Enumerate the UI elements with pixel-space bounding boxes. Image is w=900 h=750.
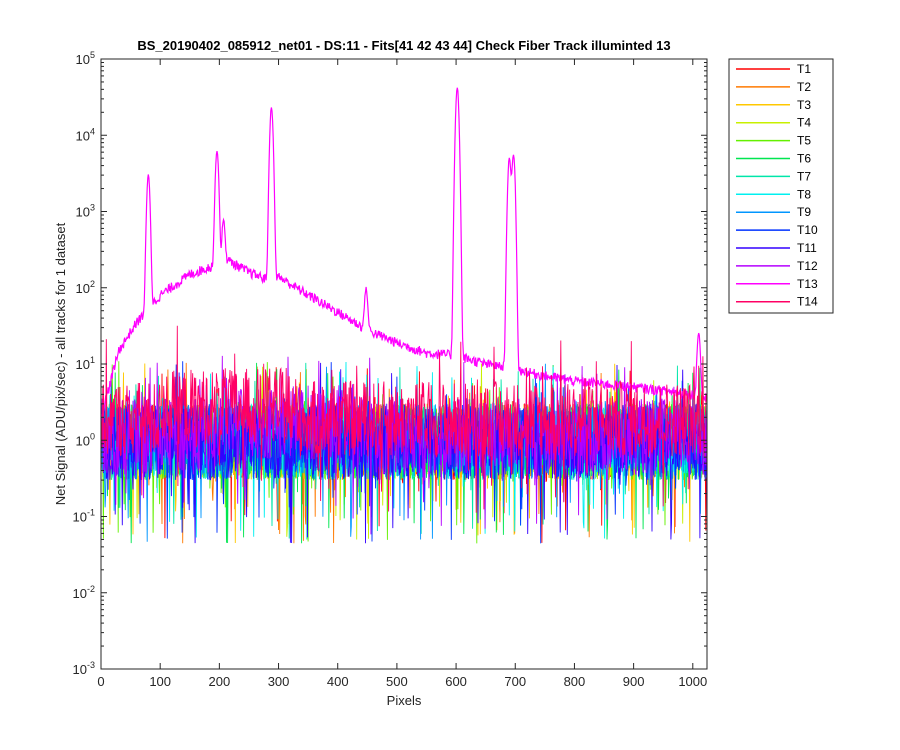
legend: T1 T2 T3 T4 T5 T6 T7 T8 T9 T10 T11 T12 T13 T14 — [728, 58, 834, 314]
legend-label-t13: T13 — [797, 277, 818, 291]
series-layer — [101, 87, 707, 544]
y-tick-label-1: 10-2 — [73, 584, 95, 601]
legend-label-t9: T9 — [797, 205, 811, 219]
legend-label-t4: T4 — [797, 116, 811, 130]
x-axis-label: Pixels — [387, 693, 422, 708]
x-tick-label-3: 300 — [268, 674, 290, 689]
y-tick-label-8: 105 — [76, 50, 95, 67]
legend-label-t3: T3 — [797, 98, 811, 112]
legend-label-t2: T2 — [797, 80, 811, 94]
x-tick-label-4: 400 — [327, 674, 349, 689]
legend-label-t12: T12 — [797, 259, 818, 273]
y-tick-label-0: 10-3 — [73, 660, 95, 677]
y-tick-label-3: 100 — [76, 431, 95, 448]
series-line-t14 — [101, 325, 707, 513]
x-tick-label-2: 200 — [209, 674, 231, 689]
y-axis: 10-3 10-2 10-1 100 101 102 103 104 105 — [73, 50, 707, 677]
legend-label-t1: T1 — [797, 62, 811, 76]
x-tick-label-8: 800 — [564, 674, 586, 689]
y-tick-label-4: 101 — [76, 355, 95, 372]
legend-label-t8: T8 — [797, 187, 811, 201]
series-line-t12 — [101, 355, 707, 535]
x-tick-label-10: 1000 — [678, 674, 707, 689]
y-tick-label-7: 104 — [76, 126, 95, 143]
legend-label-t11: T11 — [797, 241, 817, 255]
y-tick-label-2: 10-1 — [73, 508, 95, 525]
plot-area — [101, 59, 707, 669]
legend-label-t5: T5 — [797, 134, 811, 148]
x-tick-label-9: 900 — [623, 674, 645, 689]
legend-label-t14: T14 — [797, 295, 818, 309]
x-tick-label-7: 700 — [504, 674, 526, 689]
legend-label-t10: T10 — [797, 223, 818, 237]
x-axis: 0 100 200 300 400 500 600 700 800 900 1000 — [97, 59, 707, 689]
chart-title: BS_20190402_085912_net01 - DS:11 - Fits[… — [137, 38, 670, 53]
y-tick-label-5: 102 — [76, 279, 95, 296]
legend-box — [728, 58, 834, 314]
y-tick-label-6: 103 — [76, 203, 95, 220]
legend-label-t6: T6 — [797, 152, 811, 166]
x-tick-label-0: 0 — [97, 674, 104, 689]
x-tick-label-6: 600 — [445, 674, 467, 689]
x-tick-label-1: 100 — [149, 674, 171, 689]
x-tick-label-5: 500 — [386, 674, 408, 689]
legend-label-t7: T7 — [797, 169, 811, 183]
y-axis-label: Net Signal (ADU/pix/sec) - all tracks fo… — [53, 222, 68, 505]
series-line-t13 — [101, 87, 707, 419]
